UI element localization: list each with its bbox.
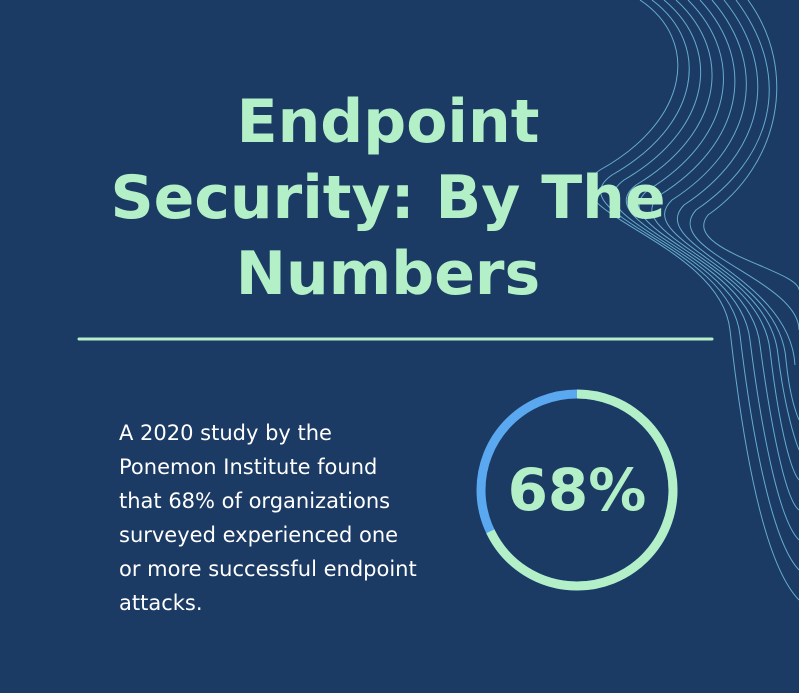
body-line: Ponemon Institute found	[119, 455, 377, 479]
body-text: A 2020 study by the Ponemon Institute fou…	[119, 421, 417, 615]
body-line: that 68% of organizations	[119, 489, 390, 513]
body-line: surveyed experienced one	[119, 523, 398, 547]
body-line: or more successful endpoint	[119, 557, 417, 581]
title-line: Numbers	[236, 239, 540, 309]
stat-label: 68%	[508, 456, 647, 524]
title-line: Endpoint	[237, 87, 540, 157]
body-line: attacks.	[119, 591, 203, 615]
body-line: A 2020 study by the	[119, 421, 332, 445]
title-line: Security: By The	[110, 163, 665, 233]
ring-value	[476, 389, 678, 591]
decorative-waves	[587, 0, 799, 601]
